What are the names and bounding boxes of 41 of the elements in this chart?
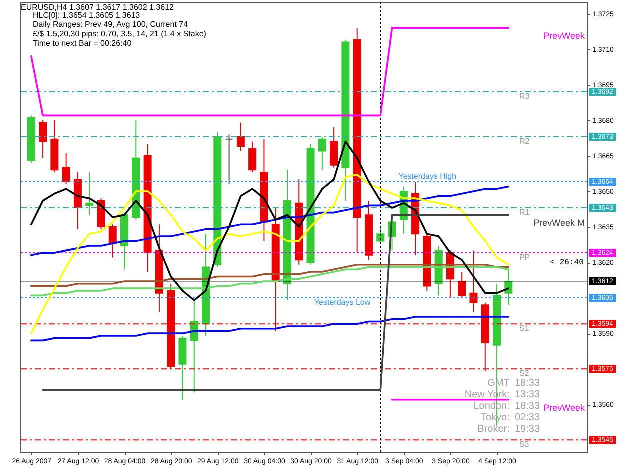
text: 13:33 [514,390,540,400]
candlestick [62,153,70,185]
chart-title: EURUSD,H4 1.3607 1.3617 1.3602 1.3612 [21,3,175,12]
annotation: PP [519,253,530,262]
annotation: HLC[0]: 1.3654 1.3605 1.3613 [33,11,141,20]
annotation: S3 [519,440,530,450]
candlestick [330,127,338,168]
candlestick [318,136,326,171]
text: 19:33 [514,424,540,435]
text: 18:33 [514,378,540,389]
text: PrevWeek [544,402,586,413]
candlestick [86,172,94,216]
candlestick [458,272,466,299]
annotation: £/$ 1.5,20,30 pips: 0.70, 3.5, 14, 21 (1.4 x Stake) [33,30,207,38]
candlestick [39,120,48,159]
annotation: S2 [519,369,530,378]
line-series [30,174,510,334]
annotation: Yesterdays Low [314,298,371,308]
text: 02:33 [514,412,540,424]
text: < 26:40 [550,258,584,268]
text: 18:33 [514,401,540,412]
candlestick [504,269,513,306]
candlestick [108,224,117,258]
line-series [30,316,510,342]
candlestick [470,250,478,313]
candlestick [236,122,245,152]
annotation: R1 [519,208,530,218]
annotation: S1 [519,324,530,334]
annotation: Daily Ranges: Prev 49, Avg 100, Current 74 [33,20,189,29]
annotation: R3 [519,92,530,101]
line-series [30,264,510,288]
annotation: R2 [519,137,530,146]
candlestick [248,141,257,174]
text: PrevWeek [544,31,586,42]
line-series [30,186,510,256]
annotation: Time to next Bar = 00:26:40 [33,39,132,48]
candlestick [225,134,234,185]
text: PrevWeek M [534,218,585,228]
annotation: Broker: [478,424,510,435]
annotation: Yesterdays High [398,172,457,181]
line-series [30,266,510,297]
